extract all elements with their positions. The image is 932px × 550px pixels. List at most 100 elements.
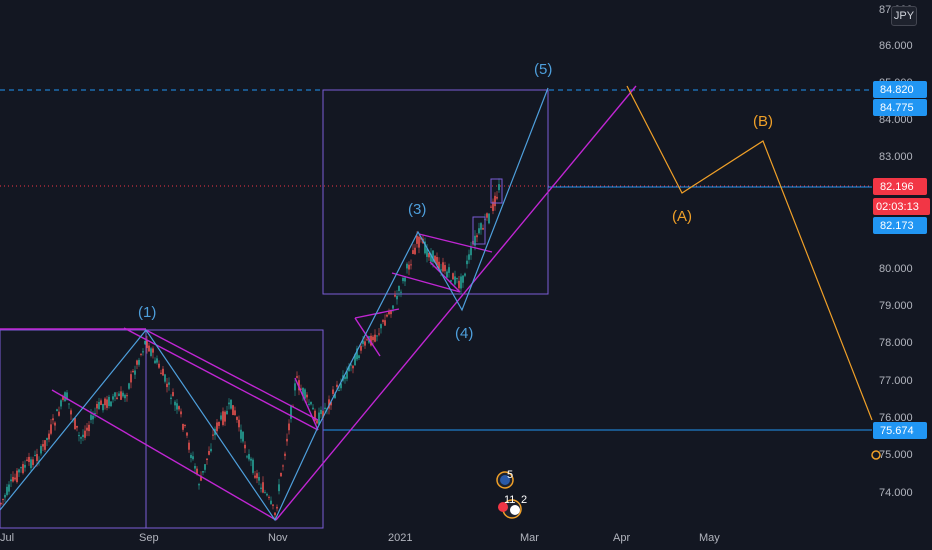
candle-body [108, 396, 110, 407]
candle-body [144, 340, 146, 345]
candle-body [430, 253, 432, 262]
price-badge-bid[interactable]: 82.173 [873, 217, 927, 234]
svg-text:82.196: 82.196 [880, 181, 914, 193]
candle-body [142, 351, 144, 353]
time-axis-labels: Jul Sep Nov 2021 Mar Apr May [0, 532, 720, 544]
candle-body [182, 424, 184, 430]
price-badge-84820[interactable]: 84.820 [873, 81, 927, 98]
candle-body [216, 422, 218, 432]
price-badge-84775[interactable]: 84.775 [873, 99, 927, 116]
projection-end-marker[interactable] [871, 450, 881, 460]
candle-body [16, 470, 18, 483]
candle-body [94, 412, 96, 414]
candle-body [52, 418, 54, 421]
elliott-wave-path[interactable] [0, 87, 549, 522]
candle-body [48, 433, 50, 440]
candle-body [330, 401, 332, 406]
candle-body [316, 420, 318, 424]
wave-label-a: (A) [672, 208, 692, 225]
candle-body [392, 305, 394, 309]
flag-icon [498, 502, 508, 512]
candle-body [176, 403, 178, 410]
candle-body [386, 314, 388, 317]
candle-body [56, 409, 58, 412]
candle-body [490, 206, 492, 208]
candle-body [200, 475, 202, 481]
time-axis[interactable] [0, 528, 932, 550]
candle-body [356, 348, 358, 360]
candle-body [206, 458, 208, 461]
time-label: Sep [139, 532, 159, 544]
candle-body [328, 399, 330, 409]
candle-body [332, 389, 334, 394]
candle-body [86, 427, 88, 431]
candle-body [236, 416, 238, 420]
candle-body [114, 392, 116, 397]
candle-body [88, 424, 90, 432]
candle-body [492, 201, 494, 211]
candle-body [26, 459, 28, 461]
candle-body [324, 407, 326, 410]
candle-body [160, 372, 162, 374]
candle-body [294, 383, 296, 391]
candle-body [24, 464, 26, 468]
candle-body [240, 429, 242, 439]
candle-body [122, 392, 124, 397]
mini-box-2[interactable] [490, 178, 503, 204]
price-badge-last[interactable]: 82.196 [873, 178, 927, 195]
candle-body [190, 454, 192, 458]
candle-body [102, 404, 104, 411]
candle-body [432, 250, 434, 262]
candle-body [220, 415, 222, 420]
candle-body [10, 479, 12, 482]
range-box-large[interactable] [0, 329, 324, 529]
candle-body [454, 276, 456, 285]
candle-body [30, 459, 32, 469]
candle-body [100, 400, 102, 405]
candle-body [438, 261, 440, 270]
svg-text:02:03:13: 02:03:13 [876, 201, 919, 213]
candle-body [40, 446, 42, 454]
currency-label[interactable]: JPY [891, 6, 917, 26]
candle-body [272, 504, 274, 506]
candle-body [474, 235, 476, 246]
candle-body [148, 345, 150, 352]
candle-body [446, 271, 448, 278]
candle-body [486, 213, 488, 218]
candle-body [70, 410, 72, 415]
candle-body [372, 336, 374, 341]
wave-label-3: (3) [408, 201, 426, 218]
event-marker-flag[interactable]: 5 [496, 469, 514, 489]
candle-body [66, 392, 68, 400]
candle-body [320, 409, 322, 415]
candle-body [156, 358, 158, 363]
candle-body [42, 444, 44, 447]
candle-body [380, 324, 382, 329]
projection-path[interactable] [626, 85, 873, 421]
candle-body [96, 403, 98, 409]
time-label: Apr [613, 532, 630, 544]
candle-body [184, 424, 186, 426]
candle-body [116, 397, 118, 399]
candle-body [232, 405, 234, 416]
mini-box-1[interactable] [472, 216, 486, 245]
event-marker-group[interactable]: 11 2 [498, 494, 527, 519]
candle-body [402, 277, 404, 282]
candle-body [416, 235, 418, 244]
candle-body [76, 425, 78, 428]
price-badge-75674[interactable]: 75.674 [873, 422, 927, 439]
channel-lines[interactable] [0, 85, 637, 521]
candle-body [146, 340, 148, 349]
price-axis-ticks: 87.000 86.000 85.000 84.000 83.000 80.00… [879, 4, 913, 499]
price-tick: 84.000 [879, 114, 913, 126]
candle-body [60, 400, 62, 407]
candle-body [248, 454, 250, 460]
candle-body [364, 341, 366, 346]
candle-body [166, 383, 168, 388]
candle-body [224, 411, 226, 422]
candle-body [6, 486, 8, 495]
candle-body [352, 365, 354, 369]
candle-body [310, 402, 312, 405]
candle-body [168, 382, 170, 385]
